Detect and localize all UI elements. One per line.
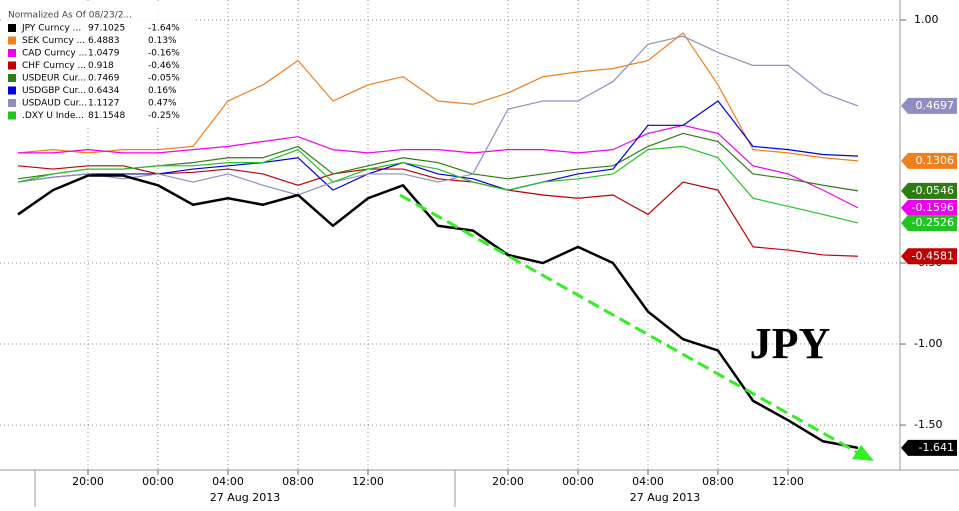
x-date-label: 27 Aug 2013 (630, 491, 700, 504)
legend-change: -1.64% (148, 24, 180, 34)
end-label: 0.1306 (916, 154, 955, 167)
x-tick-label: 00:00 (562, 475, 594, 488)
x-tick-label: 12:00 (772, 475, 804, 488)
series-line (17, 32, 859, 162)
legend-swatch (8, 24, 16, 32)
end-label: -1.641 (919, 441, 954, 454)
legend-title: Normalized As Of 08/23/2... (8, 11, 132, 21)
legend-swatch (8, 99, 16, 107)
x-date-label: 27 Aug 2013 (210, 491, 280, 504)
end-label-box (901, 199, 957, 216)
legend-name: USDGBP Cur... (22, 86, 86, 96)
legend-change: 0.16% (148, 86, 177, 96)
legend-swatch (8, 86, 16, 95)
legend-swatch (8, 61, 16, 70)
legend-change: 0.47% (148, 99, 177, 109)
legend-last: 0.6434 (88, 86, 120, 96)
y-tick-label: -1.50 (914, 418, 942, 431)
legend-swatch (8, 36, 16, 45)
legend-last: 0.7469 (88, 74, 120, 84)
end-label-box (901, 214, 957, 231)
legend-last: 0.918 (88, 61, 114, 71)
x-tick-label: 04:00 (212, 475, 244, 488)
legend-name: JPY Curncy ... (21, 24, 81, 34)
series-line (18, 124, 859, 209)
end-label-box (901, 248, 957, 265)
trend-arrow (399, 193, 863, 457)
x-tick-label: 12:00 (352, 475, 384, 488)
legend-change: -0.25% (148, 111, 180, 121)
legend: Normalized As Of 08/23/2... JPY Curncy .… (3, 3, 193, 127)
series-line (17, 174, 859, 450)
legend-box (3, 3, 193, 127)
legend-name: .DXY U Inde... (22, 111, 84, 121)
x-tick-label: 08:00 (282, 475, 314, 488)
legend-name: CHF Curncy ... (22, 61, 86, 71)
annotation: JPY (750, 319, 831, 368)
x-tick-label: 20:00 (492, 475, 524, 488)
end-label: -0.0546 (912, 184, 954, 197)
end-label-box (901, 439, 957, 456)
series-line (17, 35, 859, 196)
legend-swatch (8, 74, 16, 82)
lines (17, 32, 859, 450)
x-tick-label: 20:00 (72, 475, 104, 488)
legend-swatch (8, 49, 16, 57)
x-tick-label: 04:00 (632, 475, 664, 488)
legend-last: 6.4883 (88, 36, 120, 46)
end-label: -0.1596 (912, 201, 954, 214)
x-tick-label: 00:00 (142, 475, 174, 488)
trend-arrow-head (852, 445, 874, 461)
legend-change: -0.16% (148, 49, 180, 59)
end-label: -0.4581 (912, 249, 954, 262)
y-tick-label: -1.00 (914, 337, 942, 350)
legend-swatch (8, 111, 16, 120)
end-label-box (901, 182, 957, 199)
legend-change: -0.05% (148, 74, 180, 84)
y-tick-label: 1.00 (914, 13, 939, 26)
axis: 1.00-0.50-1.00-1.5020:0000:0004:0008:001… (72, 13, 957, 504)
legend-name: CAD Curncy ... (22, 49, 87, 59)
end-label-box (901, 152, 957, 169)
x-tick-label: 08:00 (702, 475, 734, 488)
legend-change: 0.13% (148, 36, 177, 46)
end-label: 0.4697 (916, 99, 955, 112)
series-line (17, 145, 859, 224)
legend-name: SEK Curncy ... (22, 36, 85, 46)
legend-last: 1.0479 (88, 49, 120, 59)
legend-name: USDAUD Cur... (22, 99, 87, 109)
legend-last: 81.1548 (88, 111, 125, 121)
legend-last: 1.1127 (88, 99, 120, 109)
end-label: -0.2526 (912, 216, 954, 229)
end-label-box (901, 97, 957, 114)
legend-change: -0.46% (148, 61, 180, 71)
legend-name: USDEUR Cur... (22, 74, 86, 84)
legend-last: 97.1025 (88, 24, 125, 34)
